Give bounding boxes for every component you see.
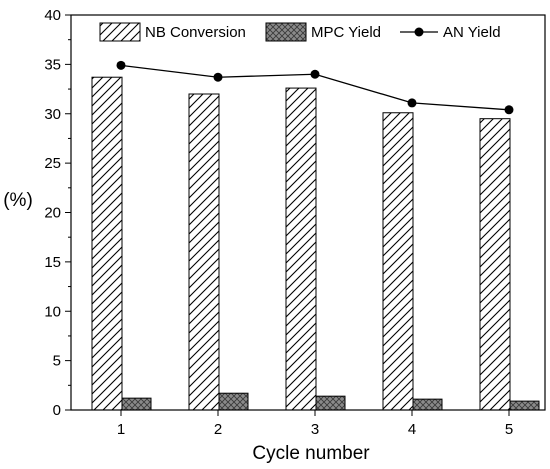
y-tick-label: 25 [44, 155, 61, 172]
y-tick-label: 20 [44, 205, 61, 222]
plot-area [91, 60, 540, 411]
x-tick-label: 1 [117, 421, 125, 438]
y-tick-label: 35 [44, 56, 61, 73]
y-axis-title: (%) [3, 190, 33, 211]
mpc-yield-bar [315, 395, 346, 411]
legend-marker-an-yield [414, 27, 424, 37]
x-tick-label: 2 [214, 421, 222, 438]
x-tick-label: 3 [311, 421, 319, 438]
mpc-yield-bar [121, 397, 152, 411]
y-tick-label: 5 [53, 353, 61, 370]
y-tick-label: 30 [44, 106, 61, 123]
mpc-yield-bar [509, 400, 540, 411]
nb-conversion-bar [91, 76, 123, 411]
x-tick-label: 5 [505, 421, 513, 438]
an-yield-point [116, 60, 126, 70]
nb-conversion-bar [382, 112, 414, 411]
legend-label-nb-conversion: NB Conversion [145, 24, 246, 41]
legend: NB Conversion MPC Yield AN Yield [99, 22, 501, 42]
an-yield-point [213, 72, 223, 82]
mpc-yield-bar [218, 392, 249, 411]
legend-swatch-mpc-yield [265, 22, 307, 42]
y-tick-label: 15 [44, 254, 61, 271]
mpc-yield-bar [412, 398, 443, 411]
x-tick-label: 4 [408, 421, 416, 438]
axes: 0 5 10 15 20 25 30 35 40 1 2 3 4 5 [44, 7, 546, 438]
nb-conversion-bar [285, 87, 317, 411]
y-tick-label: 40 [44, 7, 61, 24]
legend-label-mpc-yield: MPC Yield [311, 24, 381, 41]
y-tick-label: 0 [53, 402, 61, 419]
x-axis-title: Cycle number [252, 443, 370, 464]
an-yield-point [407, 98, 417, 108]
nb-conversion-bar [479, 118, 511, 411]
an-yield-point [310, 69, 320, 79]
y-tick-label: 10 [44, 303, 61, 320]
legend-label-an-yield: AN Yield [443, 24, 501, 41]
nb-conversion-bar [188, 93, 220, 411]
legend-swatch-nb-conversion [99, 22, 141, 42]
an-yield-point [504, 105, 514, 115]
